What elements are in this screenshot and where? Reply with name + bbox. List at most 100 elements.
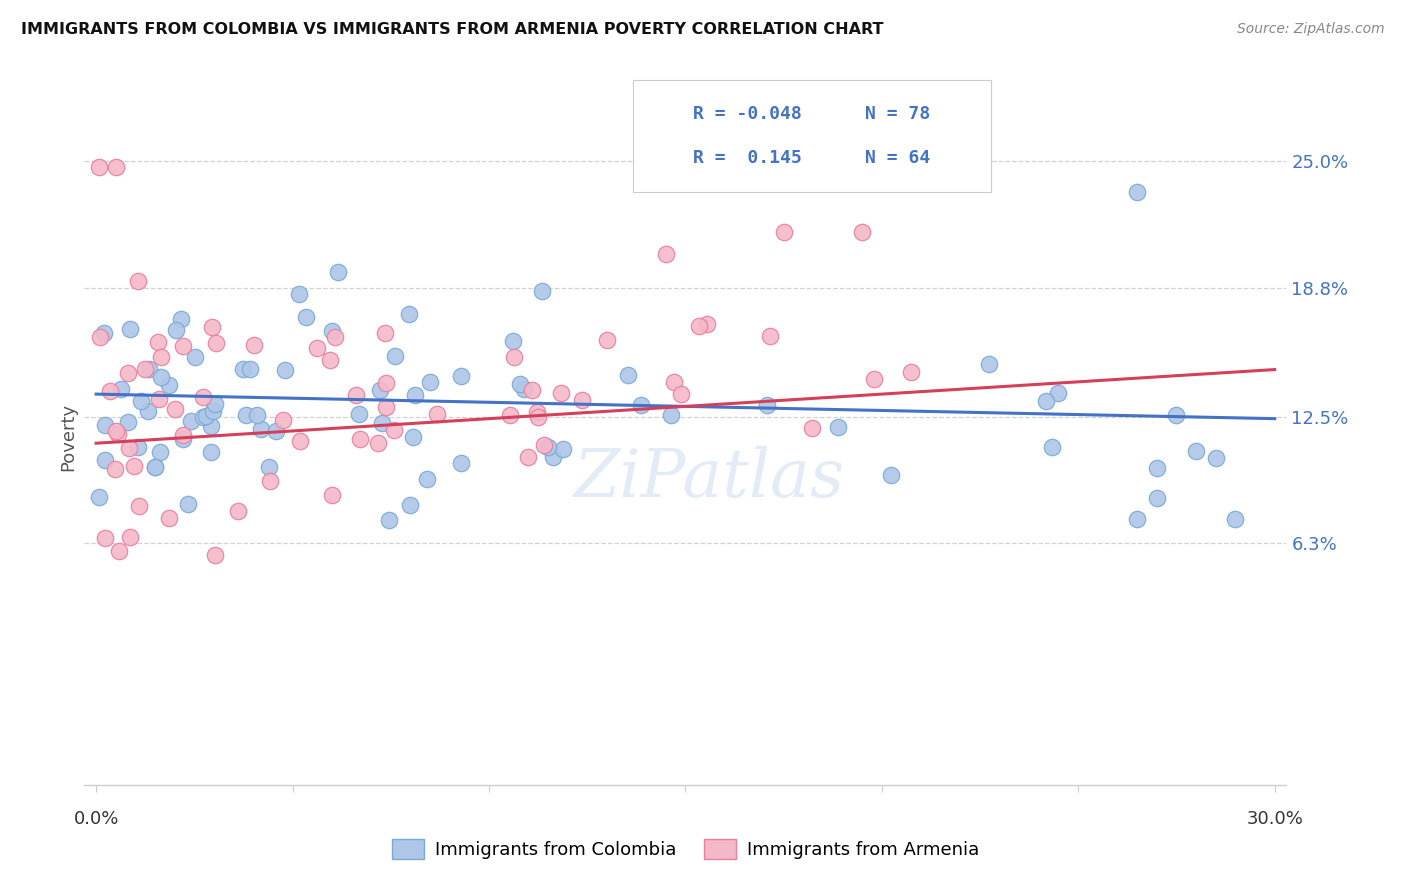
Point: [120, 322, 142, 336]
Point: [375, 376, 398, 390]
Text: R = -0.048: R = -0.048: [693, 105, 801, 123]
Point: [509, 376, 531, 391]
Point: [104, 424, 127, 438]
Point: [531, 285, 554, 299]
Point: [398, 498, 420, 512]
Text: 30.0%: 30.0%: [1246, 810, 1303, 828]
Point: [344, 388, 367, 402]
Point: [900, 365, 922, 379]
Point: [527, 410, 550, 425]
Point: [759, 329, 782, 343]
Point: [533, 437, 555, 451]
Point: [149, 369, 172, 384]
Point: [382, 423, 405, 437]
Point: [450, 456, 472, 470]
Point: [1046, 385, 1069, 400]
Point: [89, 330, 111, 344]
Point: [202, 404, 225, 418]
Point: [398, 308, 420, 322]
Point: [257, 460, 280, 475]
Text: R =  0.145: R = 0.145: [693, 149, 801, 167]
Point: [772, 226, 794, 240]
Point: [1225, 512, 1247, 526]
Point: [128, 500, 150, 514]
Point: [384, 349, 406, 363]
Point: [193, 410, 215, 425]
Point: [204, 548, 226, 562]
Point: [688, 318, 710, 333]
Point: [290, 434, 312, 448]
Point: [239, 362, 262, 376]
Point: [499, 408, 522, 422]
Point: [526, 405, 548, 419]
Point: [232, 362, 254, 376]
Point: [662, 375, 685, 389]
Point: [165, 323, 187, 337]
Point: [1146, 460, 1168, 475]
Point: [503, 350, 526, 364]
Y-axis label: Poverty: Poverty: [59, 403, 77, 471]
Point: [367, 436, 389, 450]
Point: [177, 497, 200, 511]
Point: [104, 462, 127, 476]
Point: [550, 386, 572, 401]
Point: [377, 513, 399, 527]
Point: [118, 530, 141, 544]
Point: [402, 430, 425, 444]
Point: [274, 363, 297, 377]
Point: [513, 382, 536, 396]
Point: [172, 427, 194, 442]
Point: [129, 393, 152, 408]
Point: [273, 413, 295, 427]
Text: IMMIGRANTS FROM COLOMBIA VS IMMIGRANTS FROM ARMENIA POVERTY CORRELATION CHART: IMMIGRANTS FROM COLOMBIA VS IMMIGRANTS F…: [21, 22, 883, 37]
Point: [143, 459, 166, 474]
Point: [319, 353, 342, 368]
Point: [375, 400, 398, 414]
Text: ZiPatlas: ZiPatlas: [574, 446, 845, 511]
Point: [200, 445, 222, 459]
Text: 0.0%: 0.0%: [73, 810, 120, 828]
Point: [541, 450, 564, 465]
Point: [246, 408, 269, 422]
Point: [259, 475, 281, 489]
Point: [1040, 440, 1063, 454]
Point: [426, 407, 449, 421]
Point: [93, 531, 115, 545]
Point: [184, 350, 207, 364]
Point: [157, 511, 180, 525]
Point: [522, 383, 544, 397]
Point: [148, 392, 170, 406]
Point: [1126, 512, 1149, 526]
Text: N = 78: N = 78: [865, 105, 929, 123]
Point: [321, 488, 343, 502]
Point: [146, 335, 169, 350]
Point: [630, 398, 652, 412]
Point: [205, 336, 228, 351]
Point: [349, 432, 371, 446]
Point: [170, 312, 193, 326]
Point: [117, 415, 139, 429]
Point: [165, 402, 187, 417]
Point: [659, 408, 682, 422]
Point: [104, 160, 127, 174]
Point: [851, 226, 873, 240]
Point: [1185, 444, 1208, 458]
Point: [138, 361, 160, 376]
Point: [1166, 408, 1188, 422]
Point: [553, 442, 575, 457]
Point: [295, 310, 318, 324]
Point: [193, 390, 215, 404]
Point: [880, 467, 903, 482]
Point: [756, 398, 779, 412]
Point: [404, 388, 426, 402]
Point: [127, 275, 149, 289]
Point: [305, 341, 328, 355]
Point: [117, 366, 139, 380]
Point: [537, 441, 560, 455]
Point: [200, 419, 222, 434]
Point: [107, 426, 129, 441]
Point: [87, 491, 110, 505]
Point: [416, 471, 439, 485]
Point: [321, 324, 343, 338]
Point: [108, 544, 131, 558]
